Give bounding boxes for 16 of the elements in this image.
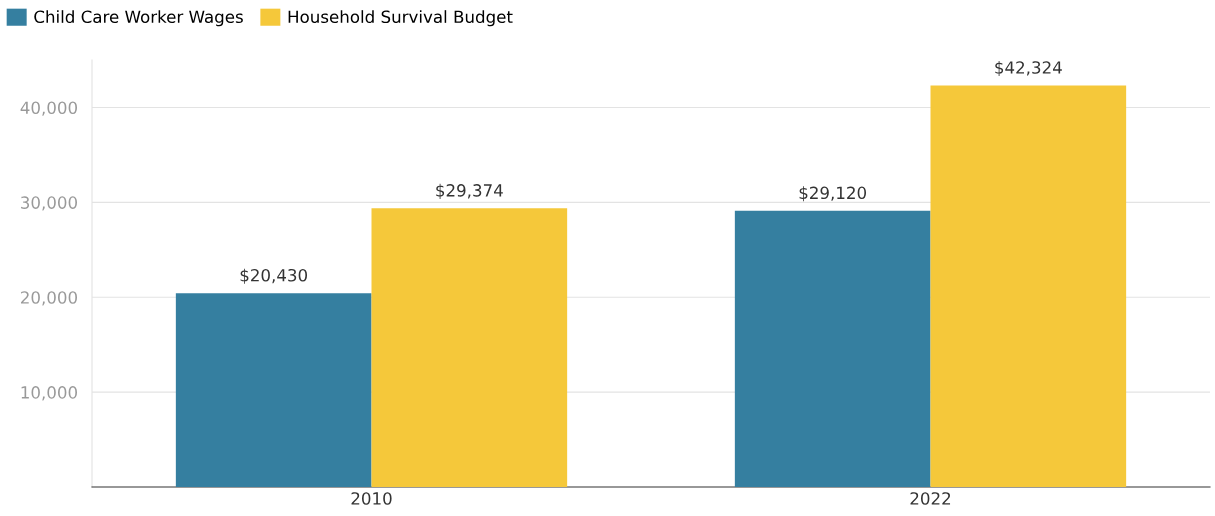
y-tick-label: 40,000 [20, 101, 77, 116]
bar [175, 293, 372, 487]
data-label: $29,120 [799, 186, 867, 202]
legend-label: Household Survival Budget [288, 10, 513, 27]
bar [734, 210, 931, 487]
bar [930, 85, 1127, 487]
x-tick-label: 2010 [351, 492, 392, 505]
bar [371, 208, 568, 487]
x-tick-label: 2022 [910, 492, 951, 505]
data-label: $20,430 [240, 268, 308, 284]
y-tick-label: 20,000 [21, 291, 77, 306]
data-label: $29,374 [436, 183, 503, 199]
y-tick-label: 30,000 [21, 196, 77, 211]
data-label: $42,324 [995, 60, 1062, 77]
y-tick-label: 10,000 [21, 386, 77, 401]
legend-label: Child Care Worker Wages [34, 10, 243, 27]
